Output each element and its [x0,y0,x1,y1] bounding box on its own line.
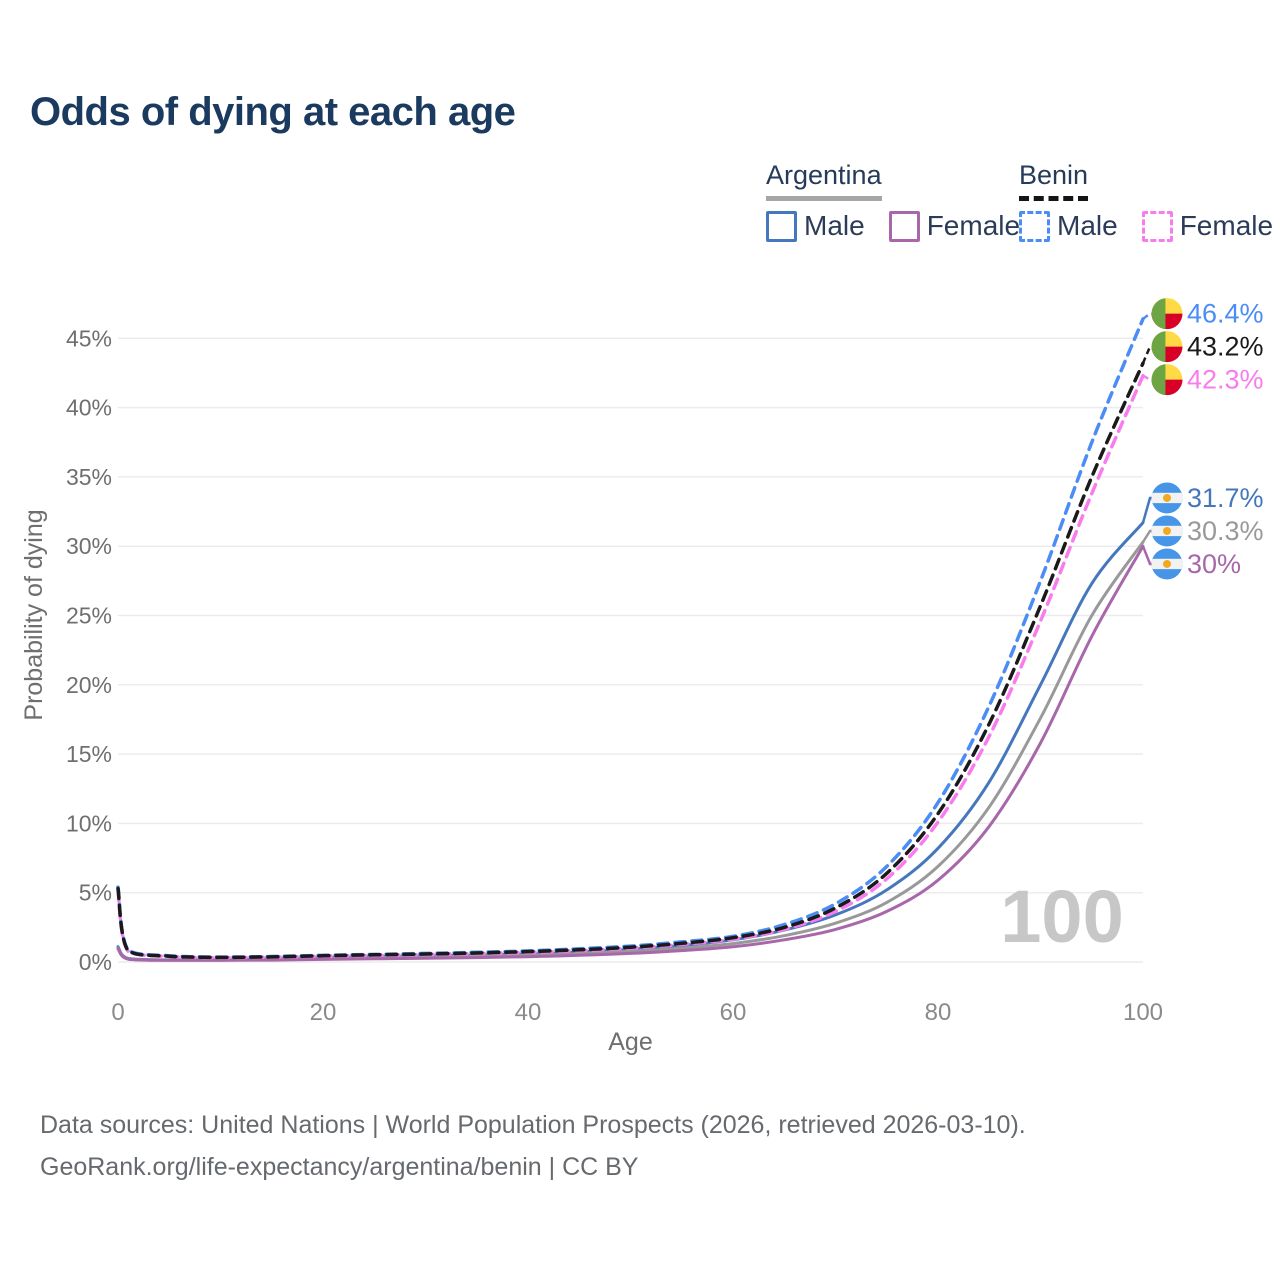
benin-flag-icon [1151,298,1183,330]
legend-item-argentina-male[interactable]: Male [766,210,865,242]
legend-item-label: Female [1179,210,1274,241]
chart-footer: Data sources: United Nations | World Pop… [40,1104,1026,1188]
end-connector-argentina-male [1141,496,1152,523]
y-tick-label: 10% [66,810,112,836]
legend-item-label: Female [926,210,1021,241]
page-title: Odds of dying at each age [30,90,516,134]
argentina-flag-icon [1151,482,1183,514]
x-tick-label: 0 [111,999,124,1026]
series-line-benin-both [116,361,1145,960]
legend-item-benin-male[interactable]: Male [1019,210,1118,242]
y-tick-label: 20% [66,672,112,698]
x-tick-label: 100 [1123,999,1163,1026]
y-tick-label: 25% [66,603,112,629]
end-label-benin-female: 42.3% [1187,365,1264,395]
series-line-benin-female [116,373,1145,960]
legend-group-benin: Benin Male Female [1019,160,1273,242]
benin-female-swatch-icon [1141,210,1173,242]
age-watermark: 100 [1000,875,1123,958]
argentina-female-swatch-icon [888,210,920,242]
legend-item-label: Male [1057,210,1118,241]
y-axis-title: Probability of dying [20,509,48,720]
end-label-argentina-male: 31.7% [1187,483,1264,513]
y-tick-label: 45% [66,325,112,351]
benin-flag-icon [1151,364,1183,396]
argentina-flag-icon [1151,515,1183,547]
series-line-argentina-female [116,544,1145,962]
end-label-benin-both: 43.2% [1187,332,1264,362]
argentina-male-swatch-icon [766,210,797,242]
legend-country-argentina[interactable]: Argentina [766,160,882,201]
series-line-argentina-both [116,540,1145,962]
x-tick-label: 40 [515,999,542,1026]
x-tick-label: 80 [925,999,952,1026]
attribution-line: GeoRank.org/life-expectancy/argentina/be… [40,1153,639,1181]
end-connector-benin-female [1142,374,1152,381]
x-tick-label: 20 [310,999,337,1026]
end-label-argentina-both: 30.3% [1187,516,1264,546]
argentina-flag-icon [1151,548,1183,580]
y-tick-label: 0% [79,949,112,975]
x-axis-title: Age [608,1028,652,1056]
legend-group-argentina: Argentina Male Female [766,160,1020,242]
series-line-benin-male [116,317,1145,959]
x-tick-label: 60 [720,999,747,1026]
legend-country-benin[interactable]: Benin [1019,160,1089,201]
end-connector-benin-both [1141,345,1152,364]
y-tick-label: 40% [66,395,112,421]
y-tick-label: 5% [79,880,112,906]
series-line-argentina-male [116,521,1145,962]
legend-item-label: Male [804,210,865,241]
end-connector-argentina-both [1141,529,1152,543]
end-label-argentina-female: 30% [1187,549,1241,579]
benin-male-swatch-icon [1019,210,1050,242]
benin-flag-icon [1151,331,1183,363]
y-tick-label: 35% [66,464,112,490]
end-connector-benin-male [1142,312,1152,320]
legend-item-argentina-female[interactable]: Female [888,210,1021,242]
y-tick-label: 30% [66,533,112,559]
y-tick-label: 15% [66,741,112,767]
end-connector-argentina-female [1141,545,1152,566]
legend-item-benin-female[interactable]: Female [1141,210,1274,242]
end-label-benin-male: 46.4% [1187,299,1264,329]
data-sources-line: Data sources: United Nations | World Pop… [40,1111,1026,1139]
